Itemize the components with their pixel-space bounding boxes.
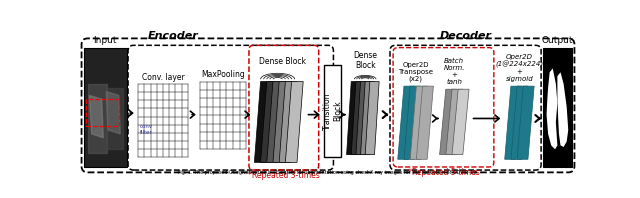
Polygon shape xyxy=(410,86,428,159)
Polygon shape xyxy=(90,95,103,138)
Bar xyxy=(324,65,341,157)
Polygon shape xyxy=(267,82,285,162)
Text: *Repeated 3-times: *Repeated 3-times xyxy=(248,171,320,180)
Text: Fig. 1. The proposed OSegNet which is OSegNet for segmentation using chest X-ray: Fig. 1. The proposed OSegNet which is OS… xyxy=(178,170,478,175)
FancyBboxPatch shape xyxy=(81,38,575,172)
Polygon shape xyxy=(446,89,463,155)
Polygon shape xyxy=(505,86,522,159)
Text: Batch
Norm.
+
tanh: Batch Norm. + tanh xyxy=(444,58,465,85)
Bar xyxy=(543,48,572,167)
Text: *Repeated 5-times: *Repeated 5-times xyxy=(408,168,479,177)
Polygon shape xyxy=(547,69,557,149)
Polygon shape xyxy=(254,82,272,162)
Polygon shape xyxy=(105,88,123,149)
Polygon shape xyxy=(397,86,415,159)
Polygon shape xyxy=(106,91,120,134)
Text: Dense Block: Dense Block xyxy=(259,57,306,66)
Text: Dense
Block: Dense Block xyxy=(353,50,377,70)
Text: conv
filter: conv filter xyxy=(140,124,153,135)
Polygon shape xyxy=(440,89,457,155)
Text: Encoder: Encoder xyxy=(148,31,198,41)
Polygon shape xyxy=(365,82,379,155)
Polygon shape xyxy=(351,82,365,155)
Bar xyxy=(86,99,119,126)
Text: Conv. layer: Conv. layer xyxy=(141,73,184,82)
Polygon shape xyxy=(356,82,370,155)
Bar xyxy=(84,48,127,167)
Text: Oper2D
(1@224x224)
+
sigmoid: Oper2D (1@224x224) + sigmoid xyxy=(495,54,543,82)
Text: Oper2D
Transpose
(x2): Oper2D Transpose (x2) xyxy=(398,62,433,82)
Polygon shape xyxy=(279,82,297,162)
Polygon shape xyxy=(557,72,568,147)
Polygon shape xyxy=(511,86,528,159)
Polygon shape xyxy=(517,86,534,159)
Text: Output: Output xyxy=(541,36,573,45)
Polygon shape xyxy=(452,89,469,155)
Polygon shape xyxy=(347,82,360,155)
Polygon shape xyxy=(285,82,303,162)
Text: Input: Input xyxy=(93,36,116,45)
Text: Transition
Block: Transition Block xyxy=(323,92,342,129)
Polygon shape xyxy=(404,86,421,159)
Text: MaxPooling: MaxPooling xyxy=(202,70,245,79)
Text: Decoder: Decoder xyxy=(440,31,492,41)
Polygon shape xyxy=(260,82,278,162)
Polygon shape xyxy=(273,82,291,162)
Polygon shape xyxy=(88,84,107,153)
Polygon shape xyxy=(417,86,433,159)
Polygon shape xyxy=(360,82,374,155)
